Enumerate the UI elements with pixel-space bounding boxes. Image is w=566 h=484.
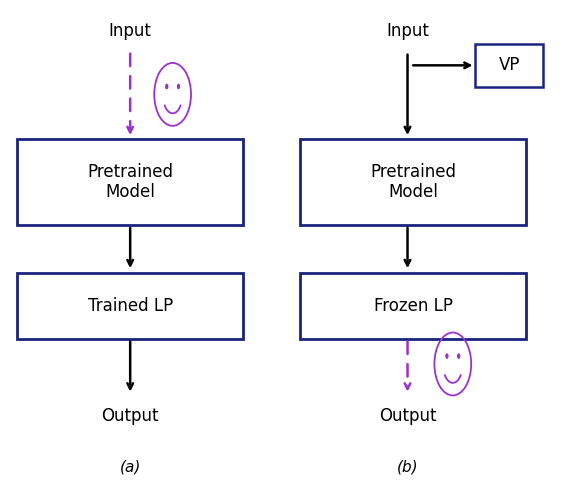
Bar [17, 139, 243, 225]
Text: Pretrained
Model: Pretrained Model [370, 163, 456, 201]
Text: Input: Input [386, 22, 429, 41]
Circle shape [165, 84, 169, 90]
Bar [17, 273, 243, 339]
Text: Pretrained
Model: Pretrained Model [87, 163, 173, 201]
Text: Frozen LP: Frozen LP [374, 297, 453, 315]
Text: Output: Output [379, 407, 436, 424]
Bar [300, 139, 526, 225]
Bar [475, 44, 543, 87]
Bar [300, 273, 526, 339]
Circle shape [177, 84, 180, 90]
Circle shape [457, 353, 460, 359]
Text: (a): (a) [119, 459, 141, 474]
Text: (b): (b) [397, 459, 418, 474]
Text: Trained LP: Trained LP [88, 297, 173, 315]
Text: Output: Output [101, 407, 159, 424]
Text: VP: VP [499, 56, 520, 75]
Circle shape [445, 353, 449, 359]
Text: Input: Input [109, 22, 152, 41]
